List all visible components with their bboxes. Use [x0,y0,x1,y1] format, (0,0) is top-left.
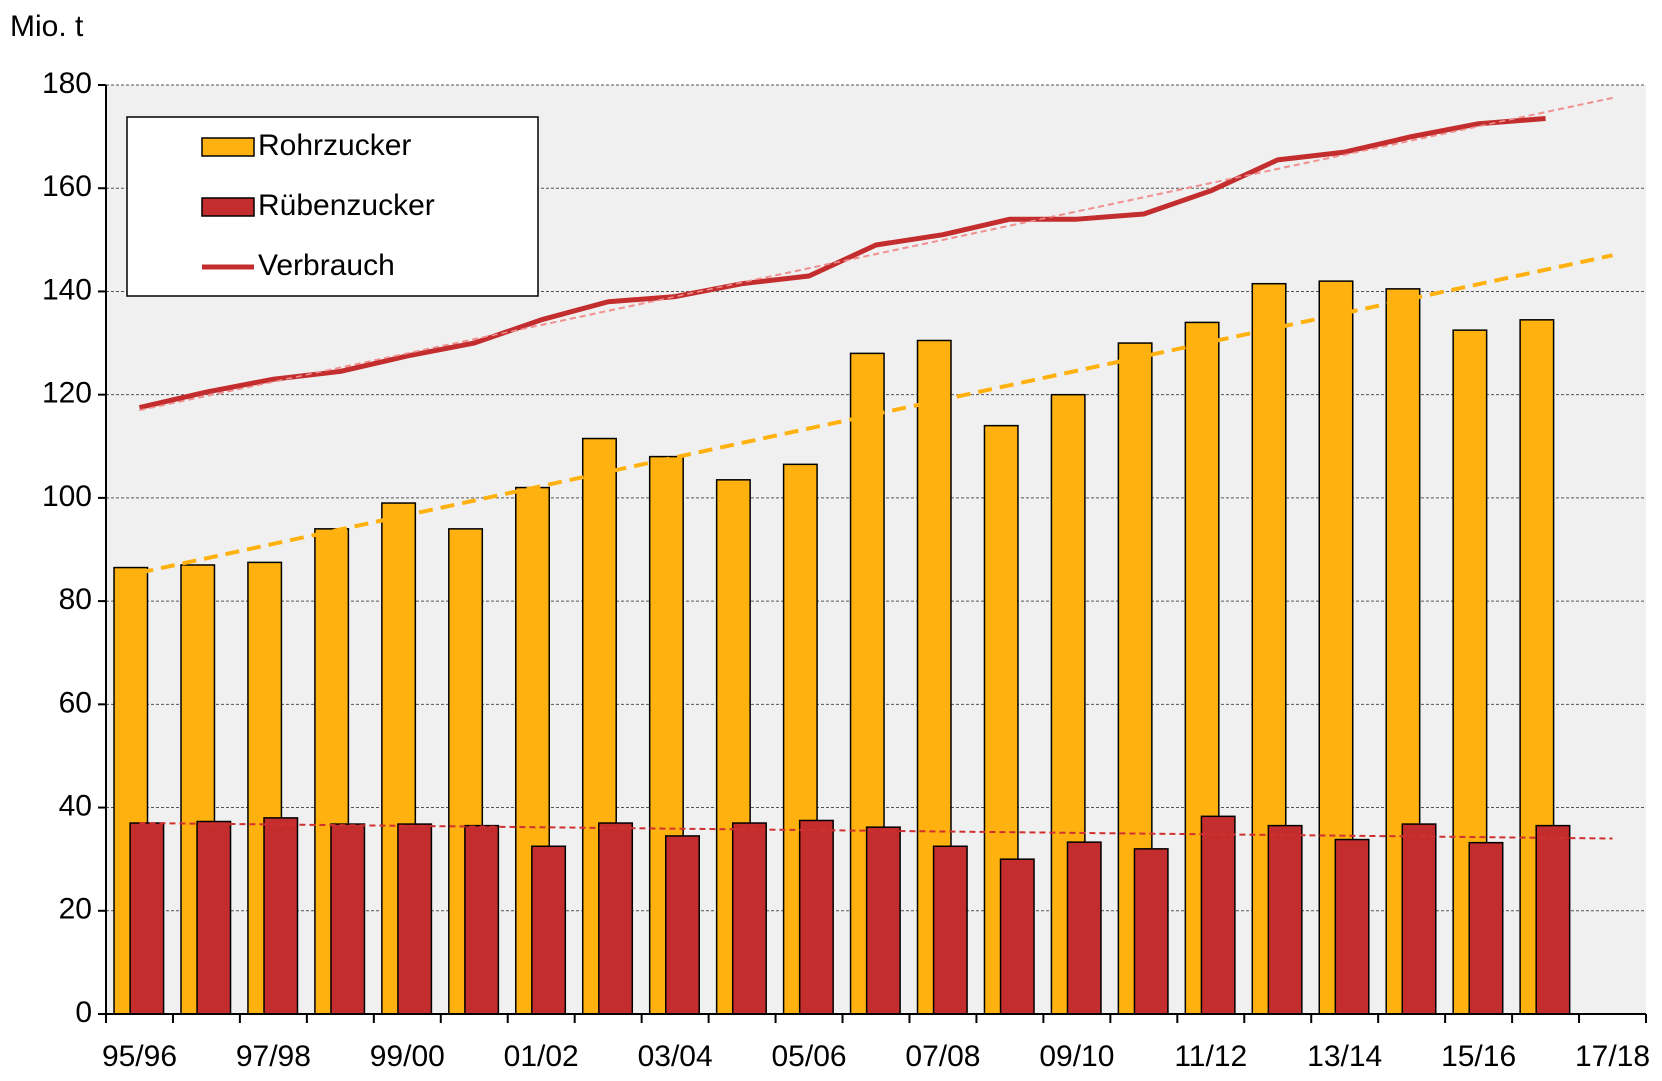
bar [999,858,1035,1015]
bar [196,820,232,1015]
y-tick-label: 40 [59,789,92,822]
legend-label: Verbrauch [258,249,395,282]
x-tick-label: 15/16 [1441,1040,1516,1073]
trendline-overlay [139,97,1613,411]
y-tick-label: 120 [42,377,92,410]
y-tick-label: 140 [42,273,92,306]
bar [865,826,901,1015]
y-tick-label: 160 [42,170,92,203]
x-tick-label: 13/14 [1307,1040,1382,1073]
legend-label: Rohrzucker [258,129,411,162]
x-tick-label: 07/08 [905,1040,980,1073]
legend-label: Rübenzucker [258,189,435,222]
bar [129,822,165,1015]
legend-swatch [201,197,255,217]
bar [330,823,366,1015]
bar [1334,838,1370,1015]
bar [263,817,299,1015]
bar [932,845,968,1015]
bar [665,835,700,1015]
x-tick-label: 97/98 [236,1040,311,1073]
y-tick-label: 20 [59,893,92,926]
bar [731,822,767,1015]
bar [1468,841,1504,1015]
x-tick-label: 03/04 [638,1040,713,1073]
bar [798,819,834,1015]
bar [1066,841,1102,1015]
x-tick-label: 11/12 [1174,1040,1247,1073]
x-tick-label: 01/02 [504,1040,579,1073]
y-axis-label: Mio. t [10,10,84,43]
legend-box [126,116,539,297]
y-tick-label: 0 [75,996,92,1029]
bar [1401,823,1437,1015]
y-tick-label: 180 [42,67,92,100]
bar [1133,848,1169,1015]
bar [464,824,500,1015]
bar [397,823,433,1015]
bar [1535,824,1571,1015]
line [138,116,1546,411]
x-tick-label: 95/96 [102,1040,177,1073]
x-tick-label: 05/06 [772,1040,847,1073]
y-tick-label: 100 [42,480,92,513]
trendline [139,253,1613,575]
bar [598,822,634,1015]
legend-swatch [201,137,255,157]
x-tick-label: 17/18 [1575,1040,1650,1073]
bar [1200,815,1236,1015]
trendline [139,822,1613,840]
y-tick-label: 60 [59,686,92,719]
y-tick-label: 80 [59,583,92,616]
x-tick-label: 09/10 [1039,1040,1114,1073]
bar [1267,824,1303,1015]
bar [531,845,567,1015]
x-tick-label: 99/00 [370,1040,445,1073]
